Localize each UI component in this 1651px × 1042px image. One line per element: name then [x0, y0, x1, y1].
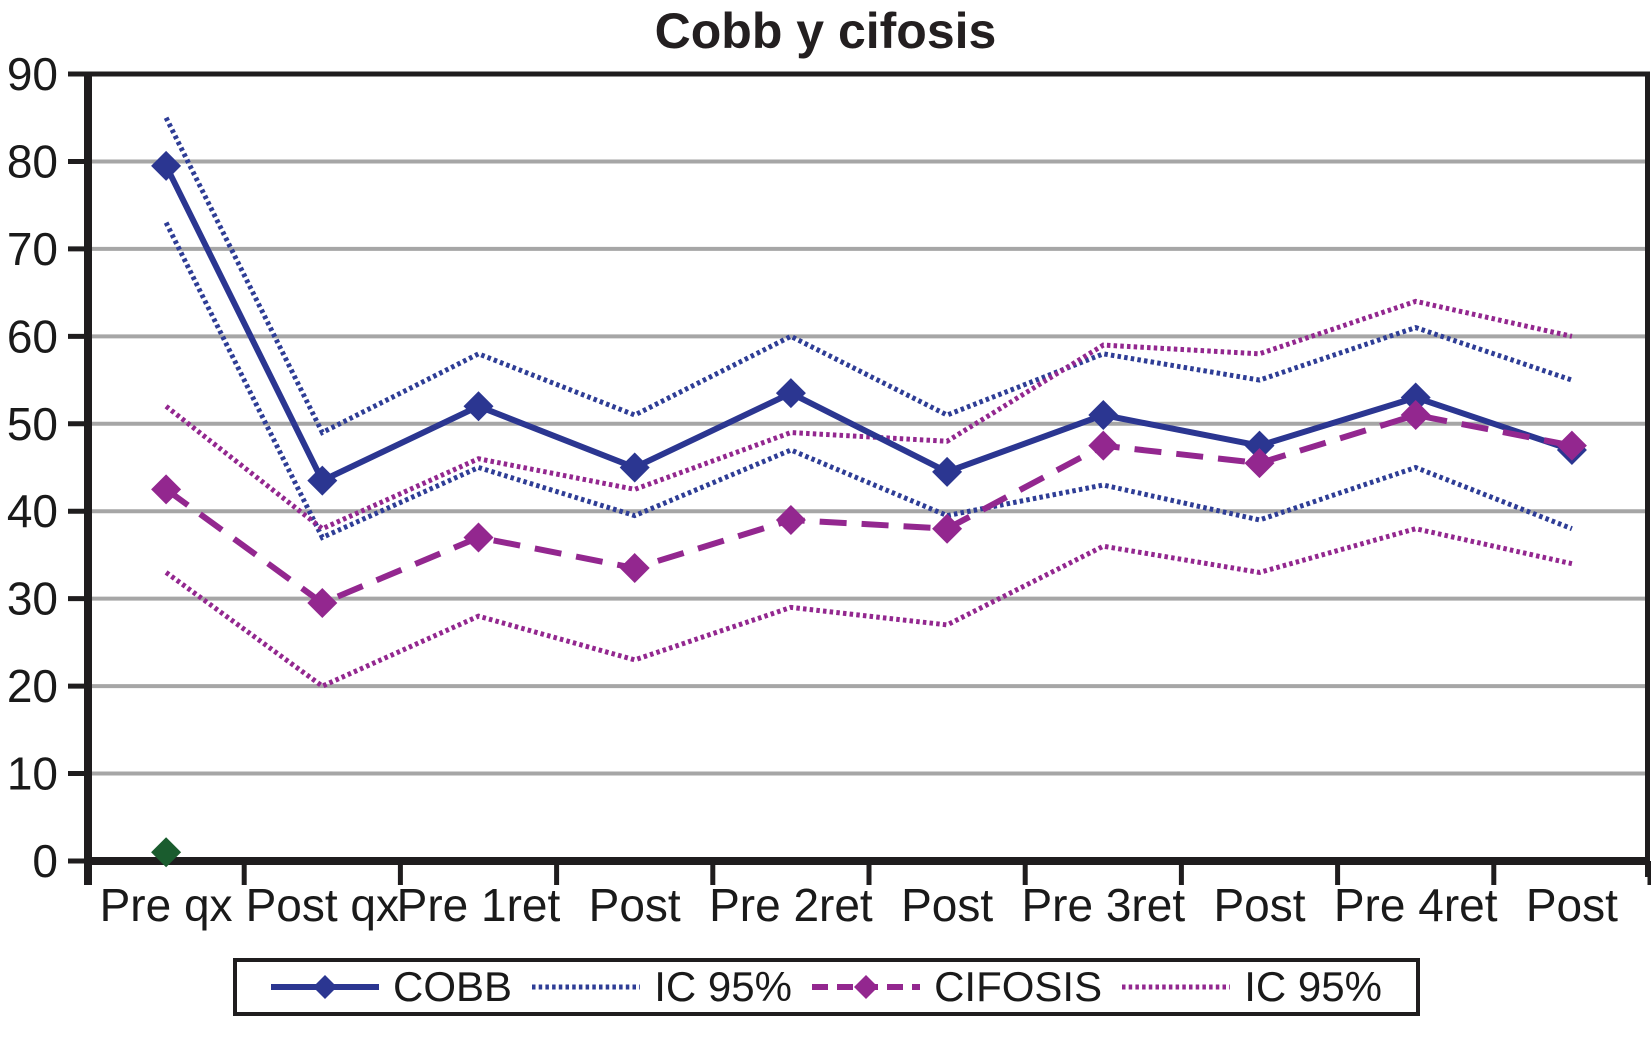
- y-axis-label: 10: [7, 748, 58, 800]
- cobb-marker: [932, 456, 963, 487]
- cifosis-marker: [1244, 448, 1275, 479]
- x-axis-label: Pre 3ret: [1021, 879, 1185, 931]
- y-axis-label: 60: [7, 310, 58, 362]
- series-line-cifosis: [164, 411, 1573, 607]
- legend-item-label: IC 95%: [654, 963, 792, 1010]
- cobb-marker: [619, 452, 650, 483]
- cobb-marker: [1244, 430, 1275, 461]
- series-line-ic-95-lower: [164, 526, 1573, 689]
- y-axis-label: 0: [32, 835, 58, 887]
- x-axis-label: Post: [1526, 879, 1618, 931]
- cobb-marker: [463, 391, 494, 422]
- cifosis-marker: [775, 504, 806, 535]
- x-axis-label: Pre qx: [100, 879, 233, 931]
- legend-item-cobb: COBB: [271, 963, 512, 1011]
- x-axis-label: Post: [1213, 879, 1305, 931]
- legend-item-label: COBB: [393, 963, 513, 1010]
- y-axis-label: 70: [7, 223, 58, 275]
- legend-item-label: CIFOSIS: [934, 963, 1103, 1010]
- legend-swatch-ic-95-: [532, 984, 641, 990]
- legend-swatch-ic-95-: [1122, 984, 1231, 990]
- cifosis-marker: [1400, 400, 1431, 431]
- series-line-cobb: [163, 164, 1573, 485]
- x-axis-label: Post: [901, 879, 993, 931]
- cifosis-marker: [1556, 430, 1587, 461]
- cifosis-marker: [1088, 430, 1119, 461]
- y-axis-label: 90: [7, 48, 58, 100]
- cifosis-marker: [619, 553, 650, 584]
- series-line-ic-95-upper: [163, 116, 1573, 436]
- cobb-marker: [151, 150, 182, 181]
- legend-item-ic-95-: IC 95%: [532, 963, 792, 1011]
- chart-title: Cobb y cifosis: [654, 3, 997, 59]
- x-axis-label: Pre 1ret: [397, 879, 561, 931]
- legend-item-label: IC 95%: [1244, 963, 1382, 1010]
- legend-swatch-diamond: [313, 975, 337, 999]
- y-axis-label: 30: [7, 573, 58, 625]
- x-axis-label: Post qx: [246, 879, 399, 931]
- cifosis-marker: [932, 513, 963, 544]
- cobb-marker: [307, 465, 338, 496]
- y-axis-label: 40: [7, 485, 58, 537]
- y-axis-label: 20: [7, 660, 58, 712]
- legend-swatch-cifosis: [812, 975, 921, 999]
- x-axis-label: Pre 2ret: [709, 879, 873, 931]
- series-line-ic-95-upper: [164, 298, 1573, 532]
- cobb-marker: [775, 378, 806, 409]
- legend-swatch-diamond: [854, 975, 879, 999]
- green-diamond-point: [151, 837, 182, 868]
- series-line-ic-95-lower: [163, 221, 1573, 541]
- chart-legend: COBB IC 95% CIFOSIS IC 95%: [233, 958, 1420, 1016]
- x-axis-label: Pre 4ret: [1334, 879, 1498, 931]
- cobb-marker: [1400, 382, 1431, 413]
- legend-swatch-cobb: [271, 975, 379, 999]
- y-axis-label: 50: [7, 398, 58, 450]
- y-axis-label: 80: [7, 135, 58, 187]
- cifosis-marker: [463, 522, 494, 553]
- legend-item-ic-95-: IC 95%: [1122, 963, 1382, 1011]
- legend-item-cifosis: CIFOSIS: [812, 963, 1102, 1011]
- x-axis-label: Post: [589, 879, 681, 931]
- cifosis-marker: [151, 474, 182, 505]
- cobb-marker: [1088, 400, 1119, 431]
- cifosis-marker: [307, 588, 338, 619]
